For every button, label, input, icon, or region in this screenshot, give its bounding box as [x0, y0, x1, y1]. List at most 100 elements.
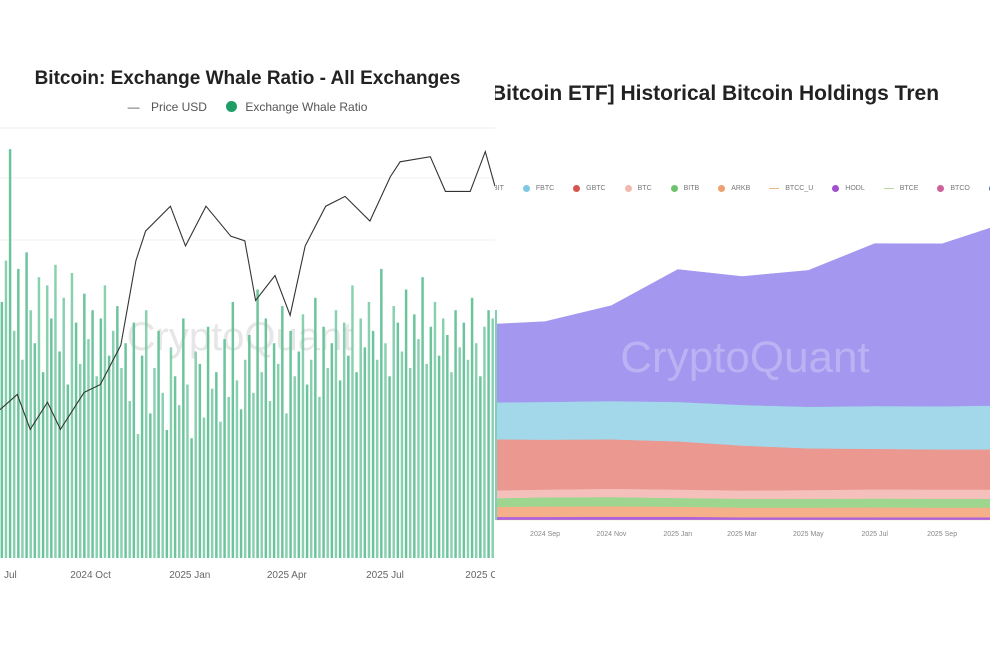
- legend-dot-icon: [573, 185, 581, 192]
- whale-ratio-bar: [124, 343, 127, 558]
- whale-ratio-bar: [404, 289, 408, 558]
- whale-ratio-chart-panel: Bitcoin: Exchange Whale Ratio - All Exch…: [0, 68, 495, 581]
- whale-ratio-bar: [58, 351, 61, 558]
- legend-label: BTCC_U: [785, 185, 814, 192]
- whale-ratio-bar: [157, 330, 160, 558]
- whale-ratio-bar: [239, 409, 243, 558]
- whale-ratio-bar: [25, 252, 28, 558]
- x-tick-label: 2024 Nov: [596, 531, 626, 538]
- legend-label: BTCE: [899, 185, 919, 192]
- whale-ratio-bar: [318, 396, 321, 558]
- whale-ratio-bar: [231, 301, 235, 558]
- legend-dot-icon: [988, 185, 990, 192]
- whale-ratio-bar: [99, 318, 103, 558]
- legend-label: FBTC: [535, 185, 555, 192]
- whale-ratio-bar: [351, 285, 354, 558]
- legend-label: BTC: [637, 185, 652, 192]
- whale-ratio-bar: [132, 322, 136, 558]
- whale-ratio-bar: [396, 322, 400, 558]
- whale-ratio-bar: [491, 318, 494, 558]
- whale-ratio-bar: [202, 417, 206, 558]
- whale-ratio-bar: [144, 310, 148, 558]
- whale-ratio-bar: [454, 310, 457, 558]
- whale-ratio-bar: [285, 413, 288, 558]
- watermark: CryptoQuant: [127, 315, 354, 359]
- whale-ratio-bar: [45, 285, 49, 558]
- whale-ratio-bar: [37, 277, 41, 558]
- whale-ratio-bar: [78, 363, 82, 558]
- whale-ratio-bar: [4, 260, 8, 558]
- legend-label: GBTC: [586, 185, 606, 192]
- chart-legend: BIT FBTC GBTC BTC BITB ARKB BTCC_U HODL BTCE BTCO…: [495, 185, 990, 192]
- whale-ratio-bar: [153, 368, 156, 558]
- whale-ratio-bar: [417, 339, 420, 558]
- whale-ratio-bar: [338, 380, 342, 558]
- whale-ratio-bar: [437, 355, 441, 558]
- legend-item-bitb[interactable]: BITB: [670, 185, 699, 192]
- legend-item-bit[interactable]: BIT: [495, 185, 504, 192]
- legend-label: BTCO: [950, 185, 970, 192]
- area-arkb: [495, 505, 990, 518]
- legend-dot-icon: [832, 185, 840, 192]
- whale-ratio-bar: [252, 392, 255, 558]
- legend-label: BIT: [495, 185, 504, 192]
- legend-item-whale-ratio[interactable]: Exchange Whale Ratio: [222, 100, 371, 114]
- etf-holdings-chart-panel: Bitcoin ETF] Historical Bitcoin Holdings…: [495, 0, 990, 660]
- legend-item-arkb[interactable]: ARKB: [718, 185, 750, 192]
- x-tick-label: 2025 Jan: [169, 570, 210, 581]
- legend-item-fbtc[interactable]: FBTC: [522, 185, 555, 192]
- whale-ratio-bar: [66, 384, 70, 558]
- legend-line-icon: [883, 188, 894, 189]
- whale-ratio-bar: [400, 351, 404, 558]
- whale-ratio-bar: [276, 363, 280, 558]
- whale-ratio-bar: [297, 351, 301, 558]
- legend-dot-icon: [624, 185, 632, 192]
- legend-label: HODL: [845, 185, 865, 192]
- legend-item-btc[interactable]: BTC: [624, 185, 652, 192]
- whale-ratio-bar: [235, 380, 239, 558]
- watermark: CryptoQuant: [620, 333, 869, 382]
- whale-ratio-bar: [446, 334, 449, 558]
- whale-ratio-bar: [54, 264, 57, 558]
- x-tick-label: 2025 Jul: [366, 570, 404, 581]
- legend-dot-icon: [522, 185, 530, 192]
- whale-ratio-bar: [384, 343, 387, 558]
- whale-ratio-bar: [462, 322, 466, 558]
- whale-ratio-bar: [198, 363, 202, 558]
- legend-dot-icon: [937, 185, 945, 192]
- whale-ratio-bar: [289, 330, 292, 558]
- whale-ratio-bar: [264, 318, 268, 558]
- legend-item-btce[interactable]: BTCE: [883, 185, 919, 192]
- x-tick-label: 2025 Jan: [663, 531, 692, 538]
- whale-ratio-bar: [190, 438, 193, 558]
- whale-ratio-bar: [441, 318, 445, 558]
- whale-ratio-bar: [367, 301, 371, 558]
- whale-ratio-bar: [272, 343, 276, 558]
- legend-item-btcc_u[interactable]: BTCC_U: [769, 185, 813, 192]
- legend-item-gbtc[interactable]: GBTC: [573, 185, 606, 192]
- legend-item-price[interactable]: — Price USD: [127, 100, 207, 114]
- whale-ratio-bar: [355, 372, 358, 558]
- whale-ratio-bar: [392, 306, 395, 558]
- whale-ratio-bar: [210, 388, 214, 558]
- x-tick-label: 2024 Oct: [70, 570, 111, 581]
- whale-ratio-bar: [215, 372, 218, 558]
- whale-ratio-bar: [227, 396, 230, 558]
- whale-ratio-bar: [429, 326, 433, 558]
- whale-ratio-bar: [87, 339, 90, 558]
- whale-ratio-bar: [149, 413, 152, 558]
- whale-ratio-bar: [359, 318, 362, 558]
- x-tick-label: 2025 Sep: [927, 531, 957, 538]
- whale-ratio-bar: [83, 293, 86, 558]
- whale-ratio-bar: [413, 314, 416, 558]
- legend-dot-icon: [226, 101, 238, 112]
- legend-item-hodl[interactable]: HODL: [832, 185, 865, 192]
- legend-item-ezbc[interactable]: EZBC: [988, 185, 990, 192]
- legend-item-btco[interactable]: BTCO: [937, 185, 970, 192]
- whale-ratio-bar: [487, 310, 490, 558]
- whale-ratio-bar: [0, 301, 4, 558]
- whale-ratio-bar: [173, 376, 177, 558]
- whale-ratio-bar: [421, 277, 424, 558]
- whale-ratio-bar: [177, 405, 181, 558]
- whale-ratio-bar: [50, 318, 53, 558]
